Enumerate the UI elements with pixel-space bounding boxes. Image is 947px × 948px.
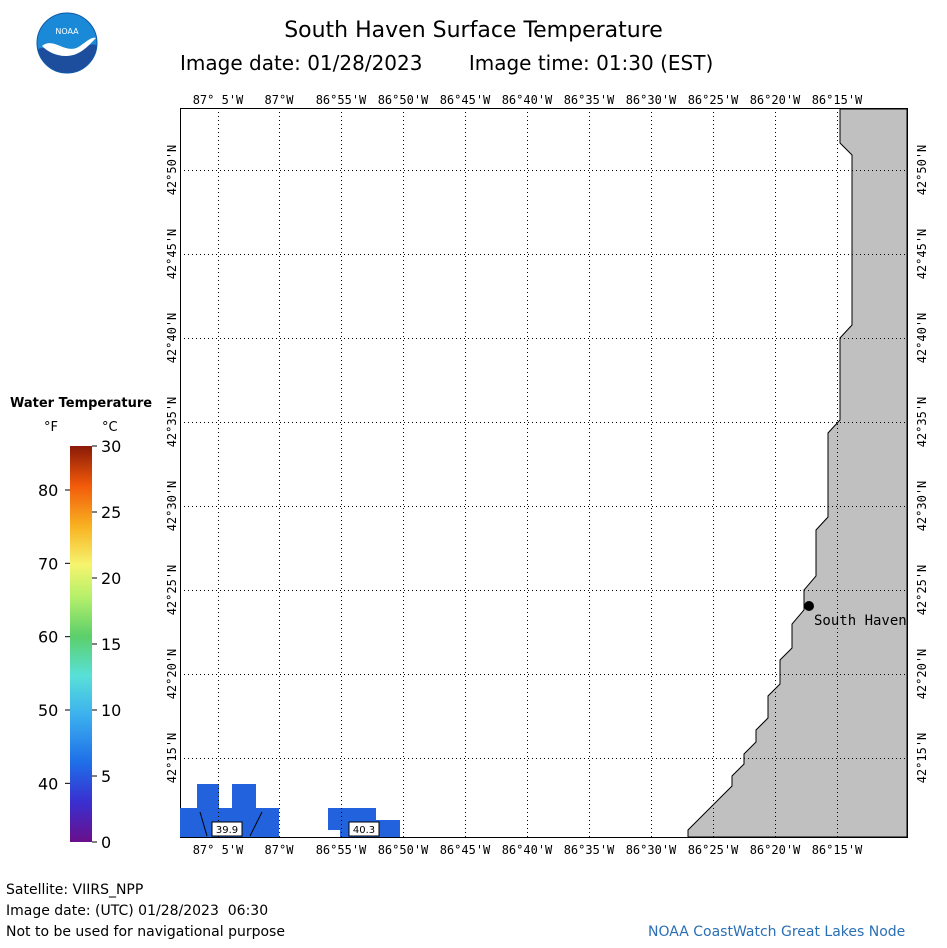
longitude-tick-label: 86°40'W [502, 843, 553, 857]
colorbar-fahrenheit-label: 80 [38, 481, 58, 500]
longitude-tick-label: 86°20'W [750, 843, 801, 857]
latitude-tick-label: 42°30'N [165, 481, 179, 532]
longitude-labels-bottom: 87° 5'W 87°W 86°55'W 86°50'W 86°45'W 86°40'W 8… [193, 843, 863, 857]
longitude-tick-label: 86°35'W [564, 93, 615, 107]
longitude-tick-label: 86°55'W [316, 93, 367, 107]
longitude-tick-label: 86°20'W [750, 93, 801, 107]
longitude-tick-label: 86°30'W [626, 843, 677, 857]
longitude-tick-label: 86°45'W [440, 93, 491, 107]
colorbar-fahrenheit-label: 40 [38, 774, 58, 793]
longitude-tick-label: 86°15'W [812, 93, 863, 107]
colorbar-celsius-label: 10 [101, 701, 121, 720]
colorbar-celsius-label: 5 [101, 767, 111, 786]
colorbar-fahrenheit-label: 50 [38, 701, 58, 720]
latitude-tick-label: 42°40'N [915, 313, 929, 364]
longitude-tick-label: 86°50'W [378, 93, 429, 107]
latitude-tick-label: 42°20'N [915, 649, 929, 700]
longitude-tick-label: 86°45'W [440, 843, 491, 857]
credit-text: NOAA CoastWatch Great Lakes Node [648, 924, 906, 940]
noaa-logo: NOAA [36, 12, 98, 74]
warning-text: Not to be used for navigational purpose [6, 924, 285, 940]
city-marker [804, 601, 814, 611]
graticule [180, 108, 907, 837]
longitude-tick-label: 86°15'W [812, 843, 863, 857]
temp-value: 39.9 [216, 825, 238, 836]
longitude-tick-label: 87°W [265, 93, 295, 107]
legend-unit-c: °C [102, 420, 118, 435]
temp-label-1: 39.9 [199, 811, 263, 837]
latitude-tick-label: 42°15'N [915, 733, 929, 784]
latitude-tick-label: 42°30'N [915, 481, 929, 532]
longitude-labels-top: 87° 5'W 87°W 86°55'W 86°50'W 86°45'W 86°40'W 8… [193, 93, 863, 107]
longitude-tick-label: 86°25'W [688, 843, 739, 857]
latitude-tick-label: 42°20'N [165, 649, 179, 700]
latitude-tick-label: 42°45'N [165, 229, 179, 280]
colorbar-celsius-label: 15 [101, 635, 121, 654]
colorbar-fahrenheit-label: 70 [38, 554, 58, 573]
satellite-text: Satellite: VIIRS_NPP [6, 882, 144, 898]
latitude-tick-label: 42°40'N [165, 313, 179, 364]
city-label: South Haven [814, 613, 907, 629]
utc-date-text: Image date: (UTC) 01/28/2023 06:30 [6, 903, 269, 919]
colorbar-celsius-label: 30 [101, 440, 121, 456]
image-time-local: Image time: 01:30 (EST) [468, 51, 714, 75]
colorbar-fahrenheit-label: 60 [38, 628, 58, 647]
colorbar-gradient [70, 446, 92, 842]
latitude-tick-label: 42°35'N [915, 397, 929, 448]
longitude-tick-label: 87° 5'W [193, 93, 244, 107]
page-title: South Haven Surface Temperature [284, 18, 663, 43]
latitude-tick-label: 42°35'N [165, 397, 179, 448]
sst-pixel-block [180, 784, 279, 837]
longitude-tick-label: 86°50'W [378, 843, 429, 857]
longitude-tick-label: 87°W [265, 843, 295, 857]
colorbar-celsius-label: 20 [101, 569, 121, 588]
land-michigan [687, 108, 908, 838]
latitude-tick-label: 42°50'N [165, 145, 179, 196]
temp-label-2: 40.3 [348, 821, 380, 837]
image-date-local: Image date: 01/28/2023 [180, 51, 423, 75]
latitude-tick-label: 42°45'N [915, 229, 929, 280]
legend-title: Water Temperature [10, 396, 153, 411]
longitude-tick-label: 86°35'W [564, 843, 615, 857]
longitude-tick-label: 86°55'W [316, 843, 367, 857]
longitude-tick-label: 86°40'W [502, 93, 553, 107]
legend-unit-f: °F [44, 420, 58, 435]
logo-text: NOAA [55, 27, 79, 36]
latitude-labels-right: 42°50'N 42°45'N 42°40'N 42°35'N 42°30'N 42°25… [915, 145, 929, 784]
temp-value: 40.3 [353, 825, 375, 836]
latitude-tick-label: 42°15'N [165, 733, 179, 784]
colorbar-celsius-label: 25 [101, 503, 121, 522]
latitude-tick-label: 42°25'N [915, 565, 929, 616]
page-subtitle: Image date: 01/28/2023 Image time: 01:30… [180, 51, 753, 75]
latitude-labels-left: 42°50'N 42°45'N 42°40'N 42°35'N 42°30'N 42°25… [165, 145, 179, 784]
colorbar-celsius-label: 0 [101, 833, 111, 850]
longitude-tick-label: 86°25'W [688, 93, 739, 107]
longitude-tick-label: 86°30'W [626, 93, 677, 107]
longitude-tick-label: 87° 5'W [193, 843, 244, 857]
latitude-tick-label: 42°25'N [165, 565, 179, 616]
latitude-tick-label: 42°50'N [915, 145, 929, 196]
